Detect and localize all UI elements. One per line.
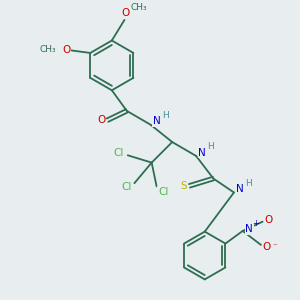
Text: +: + <box>252 219 259 228</box>
Text: S: S <box>180 181 187 191</box>
Text: H: H <box>162 111 169 120</box>
Text: ⁻: ⁻ <box>272 242 277 251</box>
Text: H: H <box>207 142 214 151</box>
Text: N: N <box>198 148 206 158</box>
Text: O: O <box>263 242 271 252</box>
Text: CH₃: CH₃ <box>40 45 56 54</box>
Text: CH₃: CH₃ <box>130 4 147 13</box>
Text: Cl: Cl <box>121 182 132 192</box>
Text: O: O <box>63 45 71 55</box>
Text: Cl: Cl <box>113 148 124 158</box>
Text: N: N <box>153 116 160 127</box>
Text: O: O <box>98 115 106 125</box>
Text: N: N <box>245 224 253 234</box>
Text: H: H <box>245 179 252 188</box>
Text: O: O <box>122 8 130 18</box>
Text: Cl: Cl <box>158 187 169 197</box>
Text: N: N <box>236 184 244 194</box>
Text: O: O <box>264 215 273 225</box>
